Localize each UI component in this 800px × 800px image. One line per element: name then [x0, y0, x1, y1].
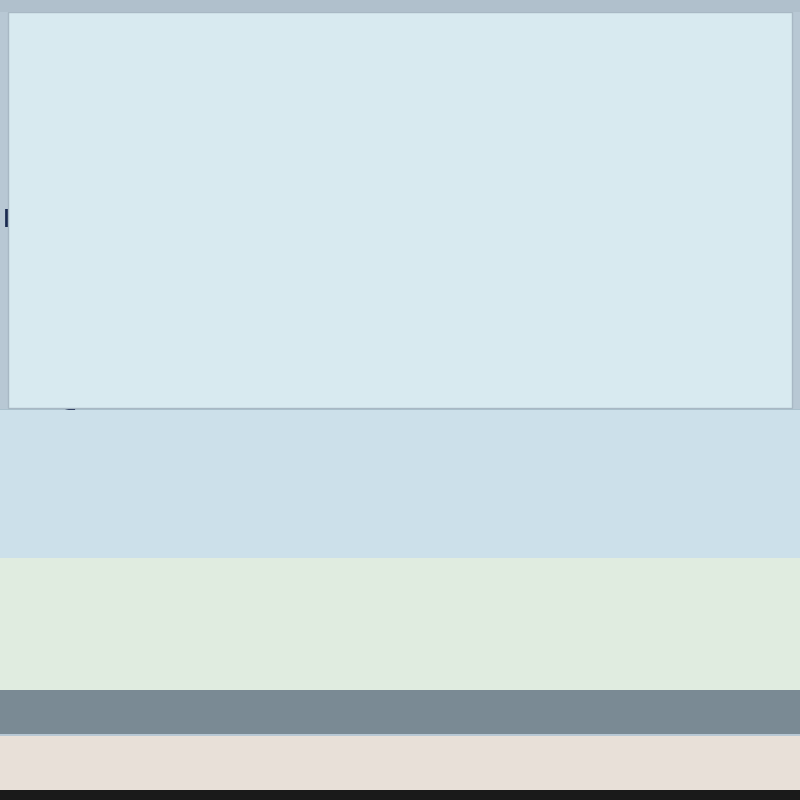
Text: W: W: [143, 144, 169, 168]
Text: Which angles
are adjacent?: Which angles are adjacent?: [438, 141, 714, 219]
Text: D.  RWS and SWT: D. RWS and SWT: [424, 539, 582, 557]
Text: U: U: [314, 72, 334, 96]
Text: T: T: [260, 308, 276, 332]
Text: B.  UWT and SWR: B. UWT and SWR: [424, 483, 582, 501]
Text: S: S: [59, 398, 77, 422]
Text: C.  UWT and TWU: C. UWT and TWU: [24, 539, 183, 557]
Text: s Corporation.  All Rights Reserved.: s Corporation. All Rights Reserved.: [8, 710, 206, 719]
Text: R: R: [3, 208, 21, 232]
Text: A.  RWS and UWT: A. RWS and UWT: [24, 483, 182, 501]
